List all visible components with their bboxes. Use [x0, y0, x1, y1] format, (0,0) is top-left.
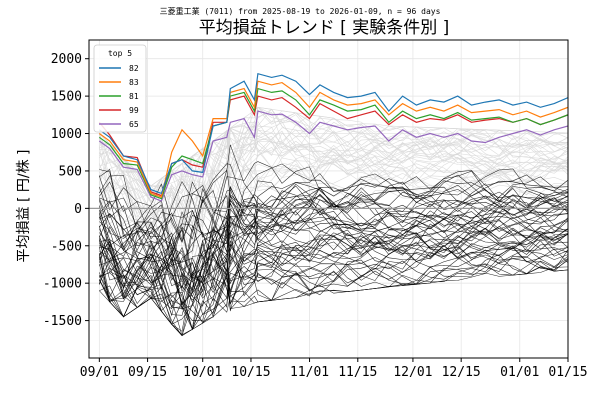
background-series-line — [99, 130, 568, 211]
y-tick-label: 500 — [59, 164, 82, 179]
background-series-line — [99, 143, 568, 237]
background-series-line — [99, 148, 568, 264]
background-series-line — [99, 209, 568, 297]
background-series-line — [99, 120, 568, 239]
background-series-line — [99, 106, 568, 187]
legend-label-83: 83 — [129, 78, 139, 87]
background-series-line — [99, 239, 568, 325]
legend-label-81: 81 — [129, 92, 139, 101]
x-axis-ticks: 09/01 09/15 10/01 10/15 11/01 11/15 12/01 12/15… — [80, 358, 588, 380]
y-axis-ticks: -1500 -1000 -500 0 500 1000 1500 2000 — [43, 52, 89, 329]
y-tick-label: 1000 — [51, 127, 82, 142]
background-series-line — [99, 184, 568, 277]
background-series-line — [99, 233, 568, 307]
background-series-line — [99, 131, 568, 214]
background-series-line — [99, 198, 568, 301]
background-series-line — [99, 202, 568, 308]
plot-frame — [88, 39, 569, 359]
x-tick-label: 12/01 — [393, 365, 432, 380]
x-tick-label: 12/15 — [442, 365, 481, 380]
background-series-line — [99, 217, 568, 307]
background-series-line — [99, 169, 568, 265]
background-series-line — [99, 181, 568, 290]
series-line-83 — [98, 80, 568, 198]
background-series-line — [99, 246, 568, 318]
background-series-line — [99, 106, 568, 212]
background-series-line — [99, 169, 568, 241]
legend-box — [93, 44, 147, 133]
background-series-line — [99, 121, 568, 216]
background-series-line — [99, 238, 568, 310]
background-series-line — [99, 175, 568, 280]
y-tick-label: -1000 — [43, 277, 82, 292]
background-series-line — [99, 135, 568, 219]
background-series-line — [99, 121, 568, 237]
background-series-line — [99, 144, 568, 263]
background-series-line — [99, 228, 568, 312]
background-series-line — [99, 192, 568, 298]
series-line-65 — [98, 110, 568, 202]
background-series-line — [99, 195, 568, 321]
background-series-line — [99, 161, 568, 248]
legend-label-82: 82 — [129, 64, 139, 73]
background-series-line — [99, 191, 568, 281]
background-series-line — [99, 125, 568, 214]
x-tick-label: 10/01 — [183, 365, 222, 380]
background-series-line — [99, 210, 568, 305]
y-tick-label: -500 — [51, 239, 82, 254]
background-series-line — [99, 127, 568, 238]
x-tick-label: 09/15 — [128, 365, 167, 380]
x-tick-label: 11/01 — [290, 365, 329, 380]
series-line-81 — [98, 87, 568, 200]
top-series — [98, 72, 568, 202]
legend-title: top 5 — [108, 49, 132, 58]
background-series-line — [99, 202, 568, 332]
y-tick-label: 2000 — [51, 52, 82, 67]
x-tick-label: 01/15 — [548, 365, 587, 380]
x-tick-label: 01/01 — [500, 365, 539, 380]
x-tick-label: 09/01 — [80, 365, 119, 380]
background-series-line — [99, 133, 568, 256]
x-tick-label: 11/15 — [338, 365, 377, 380]
background-series — [99, 106, 568, 337]
background-series-line — [99, 163, 568, 258]
background-series-line — [99, 111, 568, 230]
background-series-line — [99, 230, 568, 300]
legend-label-99: 99 — [129, 106, 139, 115]
y-tick-label: -1500 — [43, 314, 82, 329]
chart-title: 平均損益トレンド [ 実験条件別 ] — [199, 18, 449, 38]
y-tick-label: 0 — [74, 202, 82, 217]
background-series-line — [99, 200, 568, 286]
legend: top 5 82 83 81 99 65 — [93, 44, 147, 133]
background-series-line — [99, 214, 568, 330]
background-series-line — [99, 225, 568, 336]
background-series-line — [99, 189, 568, 293]
background-series-line — [99, 246, 568, 325]
background-series-line — [99, 240, 568, 337]
background-series-line — [99, 246, 568, 318]
legend-label-65: 65 — [129, 120, 139, 129]
series-line-82 — [98, 72, 568, 195]
x-tick-label: 10/15 — [231, 365, 270, 380]
y-axis-label: 平均損益 [ 円/株 ] — [16, 150, 32, 263]
y-tick-label: 1500 — [51, 90, 82, 105]
chart-suptitle: 三菱重工業 (7011) from 2025-08-19 to 2026-01-… — [160, 6, 441, 16]
background-series-line — [99, 201, 568, 317]
